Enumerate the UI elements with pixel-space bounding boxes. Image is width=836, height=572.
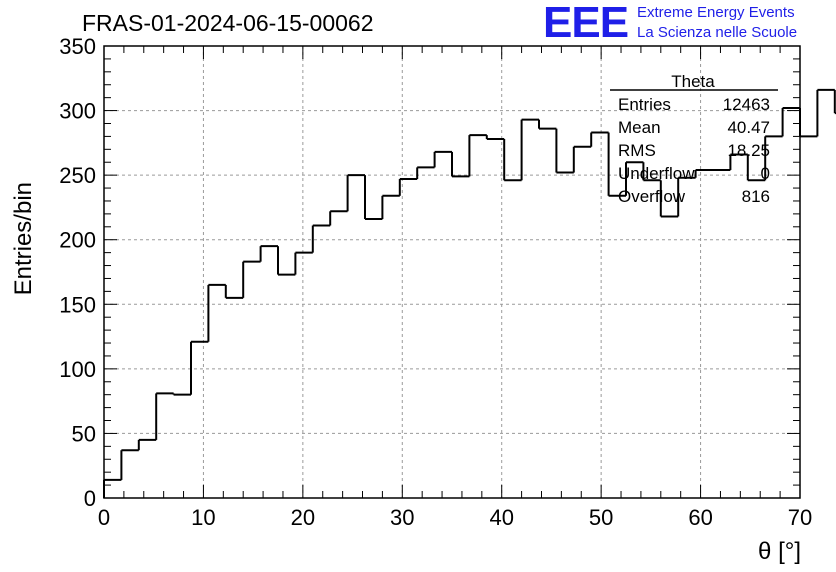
y-tick-label: 350 <box>59 34 96 59</box>
x-tick-label: 60 <box>688 505 712 530</box>
stats-value-mean: 40.47 <box>727 118 770 137</box>
y-tick-label: 0 <box>84 486 96 511</box>
x-tick-label: 0 <box>98 505 110 530</box>
y-tick-label: 200 <box>59 228 96 253</box>
stats-label-underflow: Underflow <box>618 164 695 183</box>
y-tick-label: 150 <box>59 292 96 317</box>
x-tick-label: 70 <box>788 505 812 530</box>
chart-title: FRAS-01-2024-06-15-00062 <box>82 10 374 36</box>
x-tick-label: 30 <box>390 505 414 530</box>
stats-value-overflow: 816 <box>742 187 770 206</box>
x-axis-label: θ [°] <box>758 538 801 565</box>
stats-label-entries: Entries <box>618 95 671 114</box>
stats-value-entries: 12463 <box>723 95 770 114</box>
x-tick-label: 50 <box>589 505 613 530</box>
logo-text-line-1: Extreme Energy Events <box>637 4 795 21</box>
stats-box-title: Theta <box>671 72 715 91</box>
y-tick-label: 100 <box>59 357 96 382</box>
stats-value-underflow: 0 <box>761 164 770 183</box>
x-tick-label: 20 <box>291 505 315 530</box>
stats-box: Theta Entries 12463 Mean 40.47 RMS 18.25… <box>610 72 778 206</box>
stats-label-overflow: Overflow <box>618 187 686 206</box>
y-tick-label: 250 <box>59 163 96 188</box>
stats-value-rms: 18.25 <box>727 141 770 160</box>
y-tick-label: 300 <box>59 99 96 124</box>
logo-text-line-2: La Scienza nelle Scuole <box>637 24 798 41</box>
plot-frame <box>103 45 801 499</box>
stats-label-mean: Mean <box>618 118 661 137</box>
x-tick-label: 40 <box>489 505 513 530</box>
grid-lines <box>104 46 800 498</box>
y-tick-label: 50 <box>72 421 96 446</box>
histogram-series <box>103 88 836 498</box>
eee-logo-mark: EEE <box>543 0 629 47</box>
axis-ticks: 0 10 20 30 40 50 60 70 0 50 100 150 200 250 300 350 <box>59 34 812 530</box>
x-tick-label: 10 <box>191 505 215 530</box>
stats-label-rms: RMS <box>618 141 656 160</box>
y-axis-label: Entries/bin <box>10 182 37 295</box>
